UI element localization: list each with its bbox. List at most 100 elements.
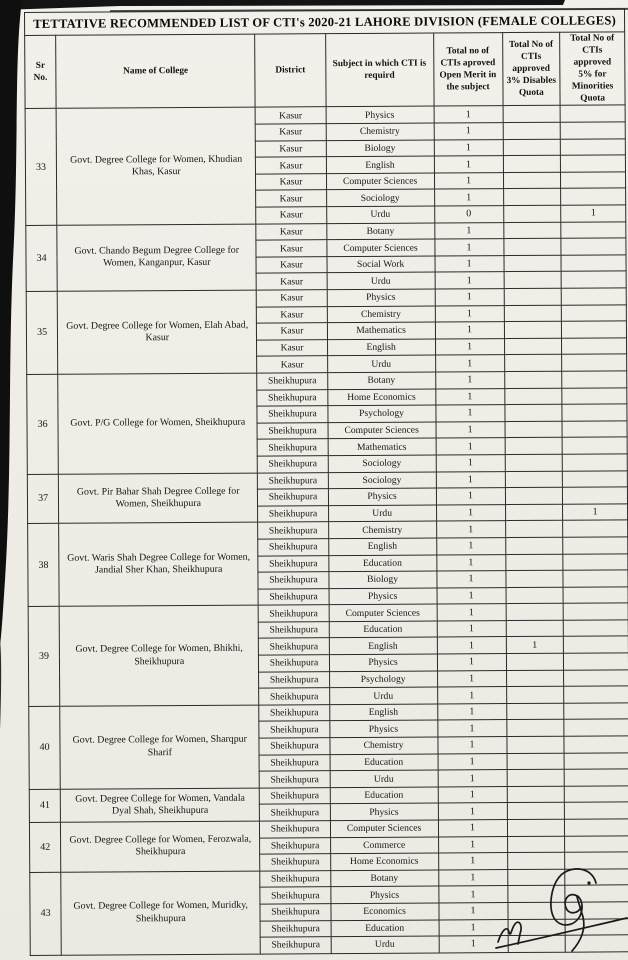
open-merit-cell: 1 [436,653,507,671]
minorities-quota-cell: 1 [560,204,626,222]
district-cell: Sheikhupura [257,389,328,407]
district-cell: Sheikhupura [259,737,330,755]
subject-cell: Physics [327,488,437,506]
district-cell: Sheikhupura [259,787,330,805]
subject-cell: Chemistry [325,123,434,141]
col-header-sr-no: Sr No. [24,35,57,109]
disables-quota-cell [505,620,564,638]
subject-cell: English [329,703,438,722]
open-merit-cell: 1 [434,222,504,240]
minorities-quota-cell [561,321,627,339]
open-merit-cell: 1 [437,670,507,688]
district-cell: Sheikhupura [257,455,328,473]
college-name-cell: Govt. Waris Shah Degree College for Wome… [58,522,259,607]
open-merit-cell: 1 [434,305,504,323]
college-name-cell: Govt. Degree College for Women, Khudian … [56,107,257,225]
district-cell: Sheikhupura [259,687,330,705]
disables-quota-cell [503,238,562,256]
district-cell: Sheikhupura [258,621,329,639]
open-merit-cell: 1 [433,155,504,173]
open-merit-cell: 1 [435,354,505,372]
subject-cell: Sociology [327,454,436,473]
minorities-quota-cell [562,437,628,455]
district-cell: Sheikhupura [258,555,329,573]
open-merit-cell: 1 [436,603,506,621]
minorities-quota-cell [561,254,627,272]
minorities-quota-cell [564,885,628,903]
disables-quota-cell [505,503,563,521]
subject-cell: Physics [325,106,434,124]
subject-cell: Computer Sciences [328,604,437,622]
minorities-quota-cell [564,802,628,820]
district-cell: Sheikhupura [258,604,329,622]
disables-quota-cell [504,470,563,488]
open-merit-cell: 1 [438,885,508,903]
disables-quota-cell [506,786,565,803]
district-cell: Sheikhupura [260,887,331,905]
district-cell: Sheikhupura [258,671,330,689]
district-cell: Kasur [256,339,328,357]
college-name-cell: Govt. Degree College for Women, Vandala … [60,787,260,823]
district-cell: Sheikhupura [259,837,331,855]
district-cell: Kasur [255,190,327,208]
subject-cell: Urdu [326,206,435,224]
disables-quota-cell [504,437,563,455]
disables-quota-cell [504,354,562,372]
subject-cell: English [325,156,435,174]
district-cell: Sheikhupura [260,936,331,954]
disables-quota-cell [505,520,563,538]
minorities-quota-cell [565,934,628,952]
open-merit-cell: 1 [434,321,505,339]
subject-cell: Urdu [326,272,435,290]
minorities-quota-cell [560,155,626,173]
open-merit-cell: 1 [438,836,508,854]
open-merit-cell: 1 [438,935,508,953]
subject-cell: Chemistry [329,737,438,755]
open-merit-cell: 1 [436,620,506,638]
minorities-quota-cell [562,486,628,504]
minorities-quota-cell [564,852,628,869]
disables-quota-cell [503,255,562,272]
disables-quota-cell [507,935,566,953]
minorities-quota-cell [563,569,628,587]
district-cell: Sheikhupura [258,588,329,606]
disables-quota-cell: 1 [505,636,564,654]
subject-cell: Computer Sciences [326,172,435,191]
open-merit-cell: 1 [436,637,506,655]
col-header-minorities-quota: Total No of CTIs approved 5% for Minorit… [559,31,626,106]
sr-no-cell: 39 [28,606,60,707]
subject-cell: Mathematics [326,322,436,340]
disables-quota-cell [504,338,562,355]
open-merit-cell: 1 [438,819,508,837]
disables-quota-cell [507,868,565,886]
district-cell: Kasur [256,289,327,307]
disables-quota-cell [505,570,564,588]
subject-cell: Physics [328,587,437,605]
disables-quota-cell [507,835,565,853]
subject-cell: English [328,637,437,655]
subject-cell: Education [330,919,439,937]
open-merit-cell: 1 [437,736,507,754]
table-body: 33 Govt. Degree College for Women, Khudia… [25,105,628,956]
minorities-quota-cell [563,619,628,637]
minorities-quota-cell [563,603,628,621]
district-cell: Kasur [255,173,327,191]
document-sheet: TETTATIVE RECOMMENDED LIST OF CTI's 2020… [24,8,628,956]
open-merit-cell: 1 [436,520,506,538]
minorities-quota-cell [561,304,627,322]
col-header-college-name: Name of College [55,34,256,109]
district-cell: Kasur [256,356,328,374]
col-header-subject: Subject in which CTI is requird [325,33,434,108]
open-merit-cell: 1 [435,338,505,356]
disables-quota-cell [504,387,563,405]
minorities-quota-cell [565,918,628,936]
minorities-quota-cell [562,470,628,488]
sr-no-cell: 42 [29,822,61,873]
disables-quota-cell [504,404,563,422]
minorities-quota-cell [562,420,628,438]
disables-quota-cell [503,188,561,206]
disables-quota-cell [507,885,566,903]
minorities-quota-cell [562,403,628,421]
subject-cell: Computer Sciences [326,239,435,257]
